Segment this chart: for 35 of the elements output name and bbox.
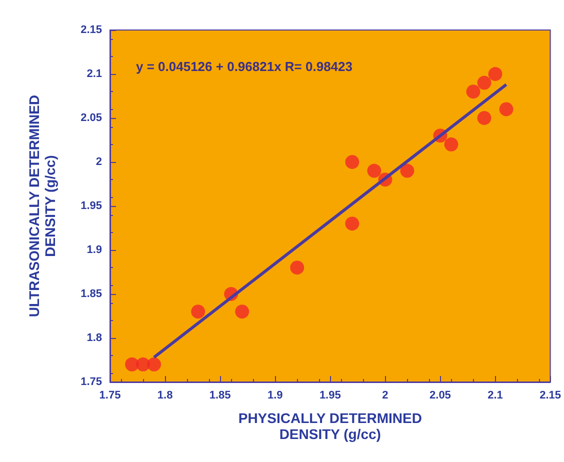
point	[444, 137, 458, 152]
y-tick-label: 1.8	[86, 332, 102, 344]
point	[466, 84, 480, 99]
y-tick-label: 2	[96, 156, 102, 168]
x-tick-label: 1.9	[267, 390, 283, 402]
y-tick-label: 2.15	[80, 24, 102, 36]
x-tick-label: 1.95	[319, 390, 341, 402]
x-tick-label: 2.1	[488, 390, 503, 402]
point	[345, 155, 360, 169]
y-tick-label: 1.9	[86, 244, 102, 256]
point	[367, 164, 382, 178]
y-tick-label: 2.1	[86, 68, 102, 80]
x-tick-label: 2	[382, 390, 388, 402]
x-tick-label: 1.8	[157, 390, 173, 402]
x-tick-label: 1.85	[209, 390, 231, 402]
point	[499, 102, 514, 116]
point	[400, 164, 414, 178]
annotation: y = 0.045126 + 0.96821x R= 0.98423	[136, 59, 352, 74]
point	[477, 76, 492, 90]
point	[477, 111, 492, 125]
x-tick-label: 2.15	[540, 390, 562, 402]
point	[345, 216, 360, 231]
y-axis-title: ULTRASONICALLY DETERMINED DENSITY (g/cc)	[26, 94, 58, 318]
x-tick-label: 2.05	[430, 390, 451, 402]
y-tick-label: 1.75	[80, 376, 102, 388]
y-tick-label: 1.95	[80, 200, 102, 212]
y-tick-label: 2.05	[80, 112, 102, 124]
point	[488, 67, 502, 81]
point	[290, 260, 304, 275]
y-tick-label: 1.85	[80, 288, 102, 300]
x-axis-title: PHYSICALLY DETERMINED DENSITY (g/cc)	[238, 410, 422, 442]
point	[235, 304, 250, 319]
x-tick-label: 1.75	[99, 390, 121, 402]
point	[191, 304, 206, 319]
point	[147, 357, 162, 372]
